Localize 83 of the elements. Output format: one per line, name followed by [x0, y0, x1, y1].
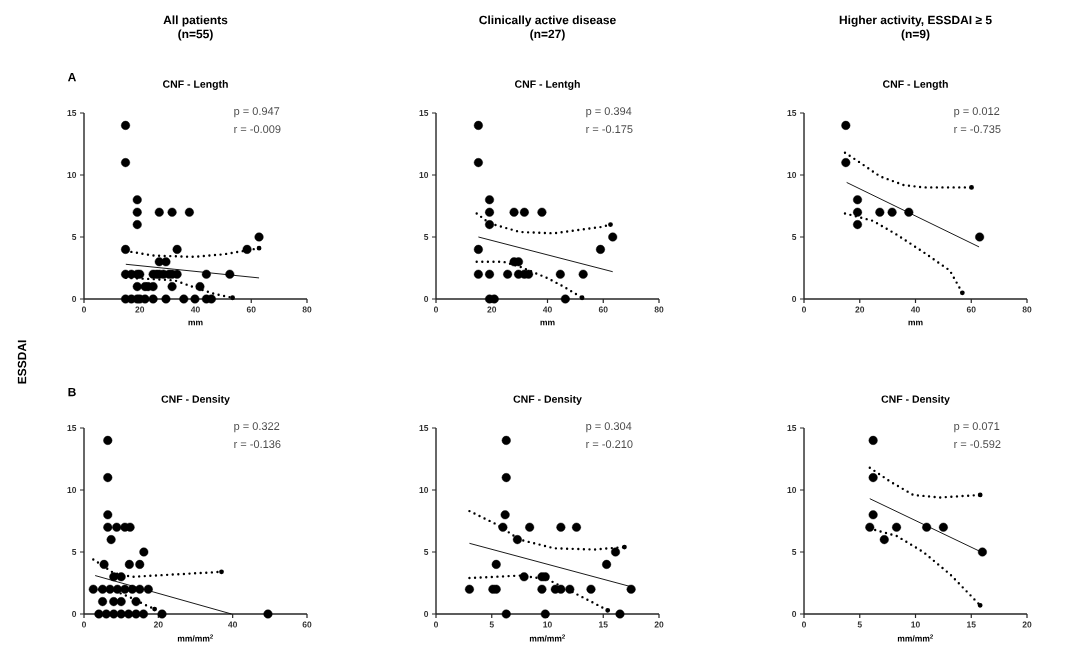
x-tick-label: 60 [598, 306, 608, 313]
annotation: r = -0.009 [234, 125, 281, 133]
x-tick-label: 40 [228, 621, 238, 628]
x-tick-label: 15 [967, 621, 976, 628]
x-tick-label: 40 [190, 306, 200, 313]
x-tick-label: 20 [153, 621, 163, 628]
x-axis-title: mm [188, 320, 203, 326]
y-tick-label: 0 [792, 611, 797, 617]
x-axis-title: mm/mm$^{2}$ [897, 634, 933, 642]
x-axis-title: mm/mm$^{2}$ [529, 634, 565, 642]
x-tick-label: 0 [801, 306, 807, 313]
x-tick-label: 10 [543, 621, 552, 628]
y-tick-label: 0 [72, 296, 77, 302]
x-tick-label: 0 [433, 306, 439, 313]
x-tick-label: 0 [81, 306, 87, 313]
annotation: r = -0.592 [954, 440, 1001, 448]
chart-title: CNF - Density [161, 395, 230, 405]
y-axis-title: ESSDAI [17, 340, 27, 384]
chart-title: Higher activity, ESSDAI ≥ 5 (n=9) [839, 15, 992, 41]
chart-title: All patients (n=55) [163, 15, 228, 41]
x-axis-title: mm [908, 320, 923, 326]
y-tick-label: 5 [72, 234, 77, 240]
y-tick-label: 0 [792, 296, 797, 302]
y-tick-label: 10 [419, 487, 429, 493]
y-tick-label: 5 [792, 234, 797, 240]
annotation: p = 0.071 [954, 422, 1000, 433]
x-tick-label: 15 [599, 621, 608, 628]
x-tick-label: 60 [246, 306, 256, 313]
x-tick-label: 80 [302, 306, 312, 313]
y-tick-label: 5 [72, 549, 77, 555]
x-tick-label: 60 [966, 306, 976, 313]
x-tick-label: 20 [135, 306, 145, 313]
y-tick-label: 0 [424, 611, 429, 617]
annotation: r = -0.210 [586, 440, 633, 448]
text: B [68, 387, 76, 397]
y-tick-label: 15 [67, 425, 77, 431]
x-tick-label: 5 [489, 621, 494, 628]
chart-subtitle: CNF - Lentgh [514, 80, 580, 90]
annotation: r = -0.136 [234, 440, 281, 448]
x-tick-label: 0 [81, 621, 87, 628]
chart-title: CNF - Density [881, 395, 950, 405]
annotation: p = 0.322 [234, 422, 280, 433]
x-tick-label: 20 [1022, 621, 1032, 628]
y-tick-label: 5 [424, 234, 429, 240]
y-tick-label: 15 [419, 425, 429, 431]
x-axis-title: mm/mm$^{2}$ [177, 634, 213, 642]
y-tick-label: 15 [787, 425, 797, 431]
y-tick-label: 15 [419, 110, 429, 116]
x-tick-label: 20 [654, 621, 664, 628]
y-tick-label: 0 [72, 611, 77, 617]
y-tick-label: 10 [67, 487, 77, 493]
y-tick-label: 10 [67, 172, 77, 178]
x-tick-label: 0 [801, 621, 807, 628]
y-tick-label: 5 [424, 549, 429, 555]
x-tick-label: 80 [1022, 306, 1032, 313]
x-tick-label: 0 [433, 621, 439, 628]
x-axis-title: mm [540, 320, 555, 326]
x-tick-label: 5 [857, 621, 862, 628]
chart-title: Clinically active disease (n=27) [479, 15, 616, 41]
y-tick-label: 10 [419, 172, 429, 178]
x-tick-label: 40 [910, 306, 920, 313]
x-tick-label: 20 [487, 306, 497, 313]
y-tick-label: 0 [424, 296, 429, 302]
y-tick-label: 15 [787, 110, 797, 116]
chart-title: CNF - Density [513, 395, 582, 405]
x-tick-label: 60 [302, 621, 312, 628]
y-tick-label: 5 [792, 549, 797, 555]
chart-subtitle: CNF - Length [162, 80, 228, 90]
chart-subtitle: CNF - Length [882, 80, 948, 90]
x-tick-label: 80 [654, 306, 664, 313]
annotation: p = 0.304 [586, 422, 632, 433]
y-tick-label: 10 [787, 487, 797, 493]
x-tick-label: 20 [855, 306, 865, 313]
x-tick-label: 40 [542, 306, 552, 313]
y-tick-label: 15 [67, 110, 77, 116]
annotation: p = 0.012 [954, 107, 1000, 118]
text: A [67, 72, 77, 82]
annotation: r = -0.735 [954, 125, 1001, 133]
annotation: p = 0.394 [586, 107, 632, 118]
annotation: p = 0.947 [234, 107, 280, 118]
annotation: r = -0.175 [586, 125, 633, 133]
y-tick-label: 10 [787, 172, 797, 178]
x-tick-label: 10 [911, 621, 920, 628]
